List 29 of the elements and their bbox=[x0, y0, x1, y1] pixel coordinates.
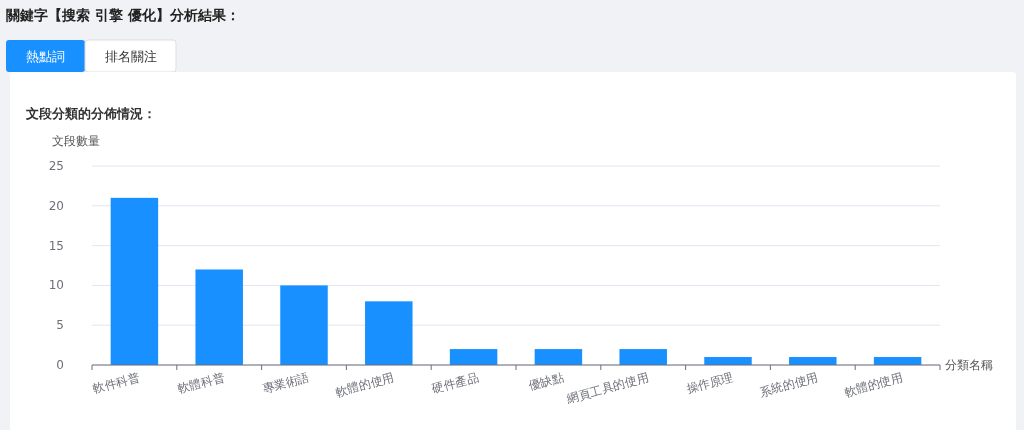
x-tick-label: 系統的使用 bbox=[758, 370, 820, 400]
x-tick-label: 硬件產品 bbox=[430, 370, 481, 397]
bar bbox=[110, 197, 159, 365]
x-tick-label: 操作原理 bbox=[684, 370, 735, 397]
x-axis-title: 分類名稱 bbox=[945, 358, 993, 372]
text: 排名關注 bbox=[104, 49, 157, 64]
y-tick-label: 20 bbox=[48, 198, 64, 213]
y-tick-label: 25 bbox=[48, 159, 64, 173]
bar bbox=[280, 285, 328, 365]
x-tick-label: 軟件科普 bbox=[91, 370, 142, 397]
x-tick-label: 專業術語 bbox=[260, 370, 311, 397]
y-tick-label: 5 bbox=[56, 318, 64, 333]
bar bbox=[449, 349, 498, 365]
x-tick-label: 優缺點 bbox=[526, 370, 566, 394]
bar bbox=[195, 269, 243, 365]
x-tick-label: 網頁工具的使用 bbox=[564, 370, 650, 406]
text: 熱點詞 bbox=[26, 49, 65, 64]
bar bbox=[365, 301, 413, 365]
x-tick-label: 軟體的使用 bbox=[334, 370, 396, 400]
text: 關鍵字【搜索 引擎 優化】分析結果： bbox=[6, 7, 240, 23]
y-tick-label: 0 bbox=[56, 358, 64, 372]
y-tick-label: 15 bbox=[48, 238, 64, 253]
bar bbox=[619, 349, 667, 365]
x-tick-label: 軟體科普 bbox=[175, 370, 226, 397]
bar bbox=[534, 349, 583, 365]
y-axis-title: 文段數量 bbox=[52, 134, 100, 148]
chart-title: 文段分類的分佈情況： bbox=[25, 106, 156, 121]
x-tick-label: 軟體的使用 bbox=[842, 370, 905, 400]
y-tick-label: 10 bbox=[48, 278, 64, 293]
